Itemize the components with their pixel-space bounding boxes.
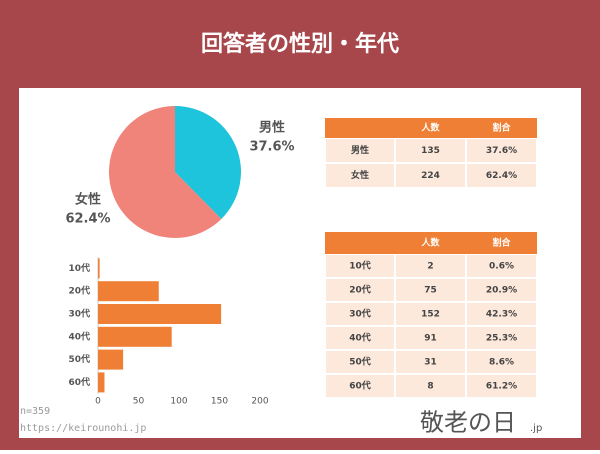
table-cell: 152 <box>421 310 440 320</box>
table-cell: 30代 <box>349 308 371 320</box>
table-header <box>325 232 537 254</box>
x-tick-label: 200 <box>251 397 268 407</box>
table-cell: 135 <box>421 146 440 156</box>
table-cell: 10代 <box>349 260 371 272</box>
x-tick-label: 100 <box>170 397 187 407</box>
table-cell-bg <box>326 351 394 373</box>
pie-slice <box>175 106 241 219</box>
pie-label: 女性 <box>75 192 101 208</box>
table-cell-bg <box>467 139 536 162</box>
bar <box>98 326 172 347</box>
table-cell: 50代 <box>349 356 371 368</box>
table-cell-bg <box>467 327 536 349</box>
table-cell: 女性 <box>351 169 369 181</box>
pie-value-label: 37.6% <box>249 140 294 155</box>
table-cell-bg <box>326 327 394 349</box>
table-cell-bg <box>396 303 465 325</box>
pie-value-label: 62.4% <box>65 212 110 227</box>
table-cell: 61.2% <box>486 382 517 392</box>
logo: 敬老の日 <box>420 409 516 437</box>
url: https://keirounohi.jp <box>20 423 146 434</box>
table-cell: 8 <box>427 382 433 392</box>
table-header-cell: 人数 <box>420 237 440 249</box>
bar <box>98 349 124 370</box>
table-cell-bg <box>326 375 394 397</box>
table-cell-bg <box>326 139 394 162</box>
bar <box>98 281 159 302</box>
bar <box>98 304 222 324</box>
table-cell-bg <box>467 279 536 301</box>
table-cell: 60代 <box>349 380 371 392</box>
page-title: 回答者の性別・年代 <box>201 31 399 57</box>
y-tick-label: 50代 <box>68 353 90 365</box>
x-tick-label: 150 <box>211 397 228 407</box>
table-cell-bg <box>326 255 394 277</box>
table-cell: 224 <box>421 171 440 181</box>
table-cell: 男性 <box>351 144 369 156</box>
table-header <box>325 118 537 138</box>
table-cell-bg <box>467 255 536 277</box>
table-cell-bg <box>396 375 465 397</box>
table-cell: 37.6% <box>486 146 517 156</box>
table-cell: 40代 <box>349 332 371 344</box>
table-cell: 42.3% <box>486 310 517 320</box>
table-cell: 31 <box>424 358 437 368</box>
table-cell-bg <box>467 351 536 373</box>
table-cell-bg <box>396 255 465 277</box>
bar <box>98 258 100 279</box>
table-header-cell: 割合 <box>492 237 511 249</box>
table-cell-bg <box>396 164 465 187</box>
y-tick-label: 20代 <box>68 285 90 297</box>
y-tick-label: 60代 <box>68 376 90 388</box>
y-tick-label: 10代 <box>68 262 90 274</box>
table-cell: 62.4% <box>486 171 517 181</box>
y-tick-label: 30代 <box>68 308 90 320</box>
x-tick-label: 0 <box>95 397 101 407</box>
table-cell-bg <box>396 327 465 349</box>
table-cell-bg <box>467 303 536 325</box>
table-cell-bg <box>326 303 394 325</box>
table-cell-bg <box>467 164 536 187</box>
table-header-cell: 人数 <box>420 122 440 134</box>
table-cell-bg <box>396 139 465 162</box>
pie-slice <box>108 106 222 238</box>
table-cell: 8.6% <box>489 358 514 368</box>
table-cell: 75 <box>424 286 437 296</box>
logo-suffix: .jp <box>530 423 542 434</box>
y-tick-label: 40代 <box>68 330 90 342</box>
table-cell: 20.9% <box>486 286 517 296</box>
table-cell-bg <box>467 375 536 397</box>
table-cell: 2 <box>427 262 433 272</box>
table-cell: 20代 <box>349 284 371 296</box>
table-cell-bg <box>326 164 394 187</box>
table-header-cell: 割合 <box>492 122 511 134</box>
bar <box>98 372 105 393</box>
table-cell-bg <box>396 351 465 373</box>
sample-size: n=359 <box>20 406 50 417</box>
table-cell: 25.3% <box>486 334 517 344</box>
x-tick-label: 50 <box>133 397 145 407</box>
table-cell: 91 <box>424 334 437 344</box>
table-cell-bg <box>396 279 465 301</box>
pie-label: 男性 <box>259 120 285 136</box>
table-cell-bg <box>326 279 394 301</box>
table-cell: 0.6% <box>489 262 514 272</box>
